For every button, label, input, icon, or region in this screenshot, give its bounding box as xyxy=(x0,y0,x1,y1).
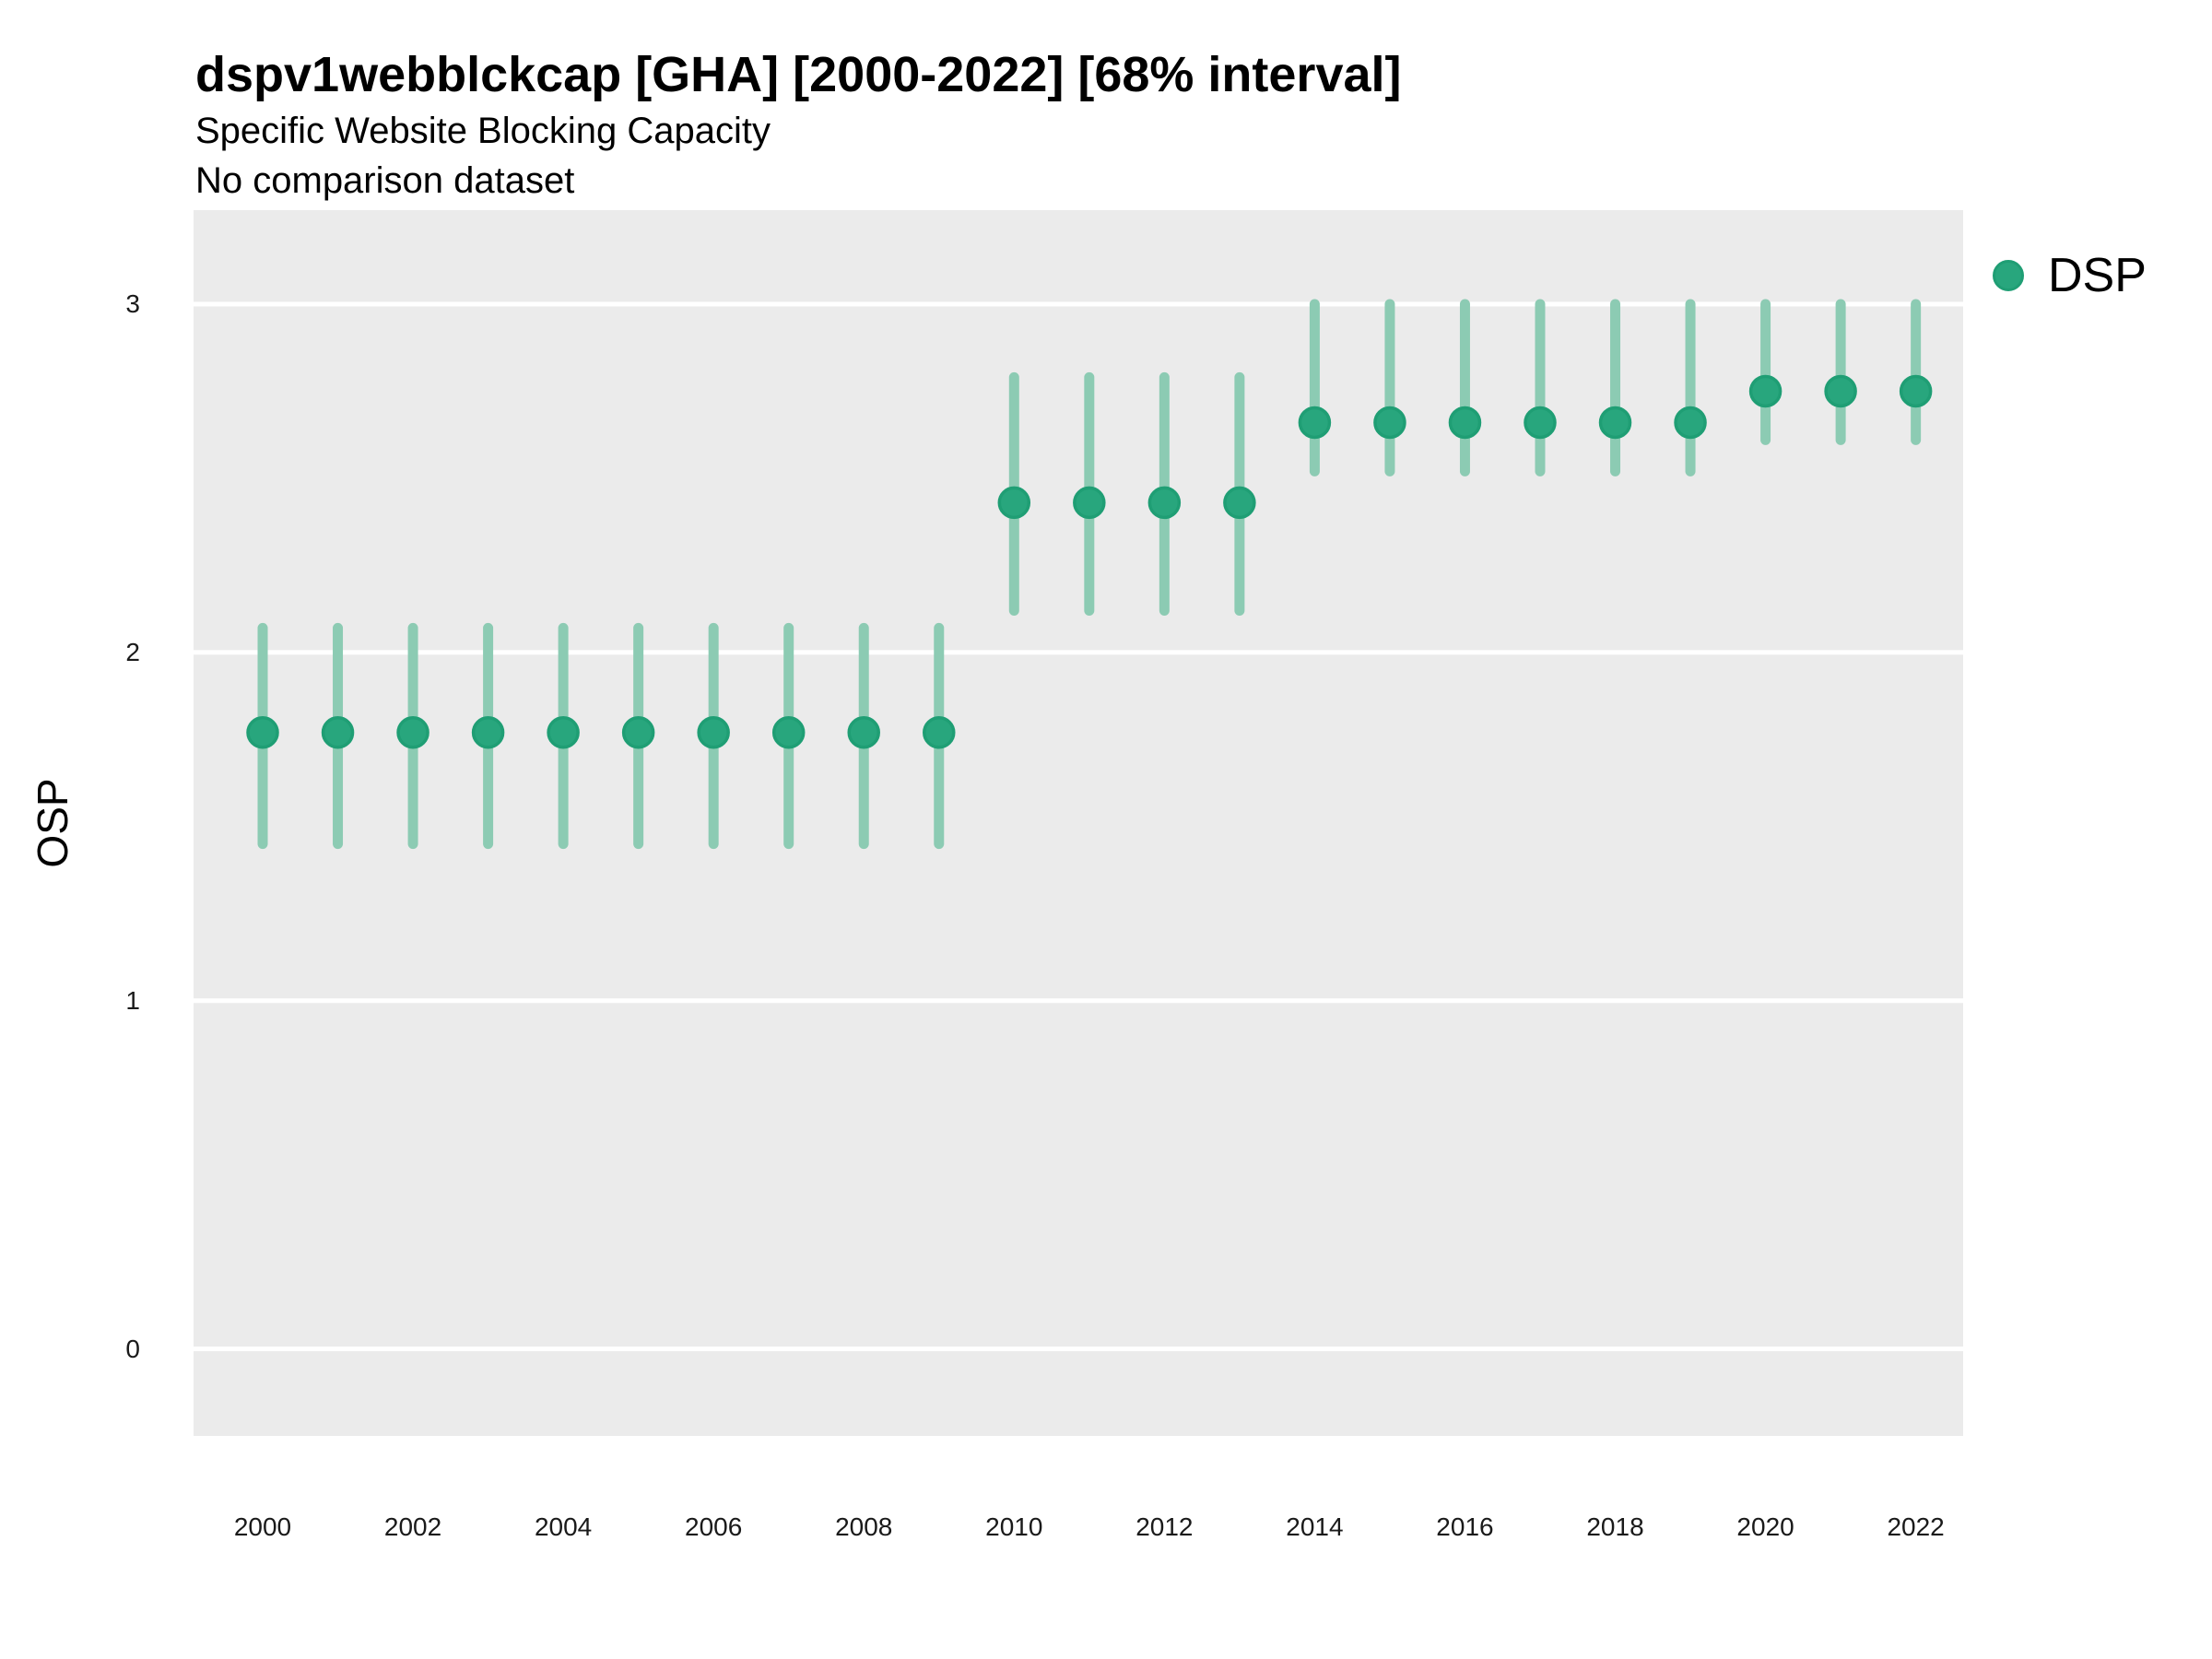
data-point xyxy=(396,716,429,749)
legend-marker-icon xyxy=(1993,260,2024,291)
data-point xyxy=(997,486,1031,520)
data-point xyxy=(1748,374,1783,408)
x-tick-label: 2004 xyxy=(534,1512,593,1541)
data-point xyxy=(1824,374,1857,408)
plot-subtitle-2: No comparison dataset xyxy=(195,160,575,201)
plot-title: dspv1webblckcap [GHA] [2000-2022] [68% i… xyxy=(195,47,1402,102)
y-axis-title-text: OSP xyxy=(29,778,76,868)
x-tick-label: 2022 xyxy=(1887,1512,1945,1541)
y-tick-label: 0 xyxy=(125,1334,140,1363)
x-tick-label: 2000 xyxy=(233,1512,292,1541)
data-point xyxy=(847,716,880,749)
data-point xyxy=(547,716,580,749)
data-point xyxy=(1524,406,1557,440)
data-point xyxy=(1448,406,1482,440)
data-point xyxy=(697,716,730,749)
x-tick-label: 2002 xyxy=(383,1512,442,1541)
data-point xyxy=(1674,406,1707,440)
data-point xyxy=(1373,406,1406,440)
y-tick-label: 2 xyxy=(125,637,140,666)
legend: DSP xyxy=(1993,249,2147,302)
data-point xyxy=(246,716,279,749)
data-point xyxy=(321,716,355,749)
plot-panel xyxy=(194,210,1963,1436)
x-tick-label: 2008 xyxy=(835,1512,893,1541)
x-tick-label: 2020 xyxy=(1736,1512,1794,1541)
data-point xyxy=(471,716,505,749)
data-point xyxy=(771,716,806,749)
y-tick-label: 3 xyxy=(125,289,140,319)
plot-subtitle: Specific Website Blocking Capacity xyxy=(195,111,771,151)
data-point xyxy=(1073,486,1106,520)
y-tick-label: 1 xyxy=(125,985,140,1015)
data-point xyxy=(1147,486,1182,520)
x-tick-label: 2010 xyxy=(985,1512,1043,1541)
data-point xyxy=(1298,406,1332,440)
data-point xyxy=(1598,406,1632,440)
x-tick-label: 2018 xyxy=(1586,1512,1644,1541)
data-point xyxy=(923,716,956,749)
legend-label: DSP xyxy=(2048,249,2147,302)
data-point xyxy=(1223,486,1256,520)
x-tick-label: 2014 xyxy=(1286,1512,1344,1541)
data-point xyxy=(621,716,655,749)
x-tick-label: 2012 xyxy=(1135,1512,1194,1541)
data-point xyxy=(1899,374,1933,408)
x-tick-label: 2006 xyxy=(685,1512,743,1541)
x-tick-label: 2016 xyxy=(1436,1512,1494,1541)
